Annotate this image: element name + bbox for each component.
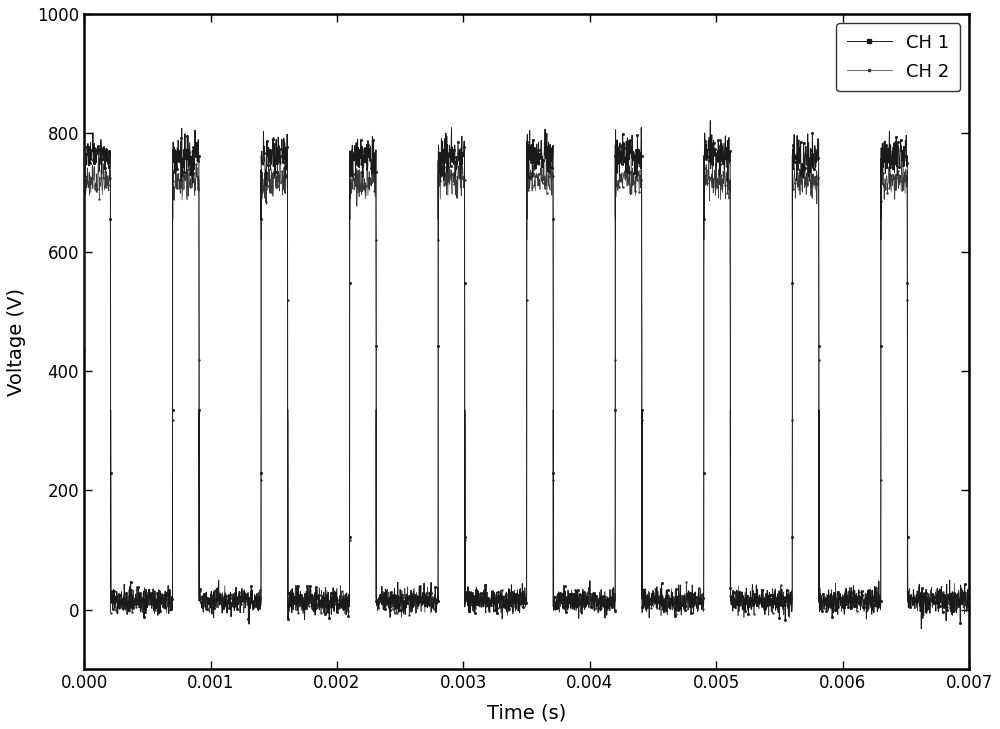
CH 1 — [266, 145, 278, 154]
Y-axis label: Voltage (V): Voltage (V) — [7, 287, 26, 396]
CH 1 — [435, 161, 447, 170]
Line: CH 1: CH 1 — [83, 120, 970, 630]
CH 1 — [915, 625, 927, 634]
CH 2 — [963, 604, 975, 612]
CH 2 — [425, 598, 437, 607]
CH 2 — [266, 190, 278, 198]
CH 1 — [963, 588, 975, 596]
CH 1 — [78, 148, 90, 157]
CH 2 — [78, 169, 90, 178]
Line: CH 2: CH 2 — [84, 152, 970, 618]
CH 1 — [857, 595, 869, 604]
CH 1 — [425, 593, 437, 601]
CH 1 — [704, 116, 716, 125]
CH 1 — [339, 606, 351, 615]
CH 2 — [536, 148, 548, 157]
X-axis label: Time (s): Time (s) — [487, 703, 566, 722]
CH 1 — [883, 150, 895, 159]
CH 2 — [857, 590, 869, 599]
CH 2 — [738, 613, 750, 622]
Legend: CH 1, CH 2: CH 1, CH 2 — [836, 23, 960, 91]
CH 2 — [883, 168, 895, 176]
CH 2 — [339, 593, 351, 601]
CH 2 — [435, 170, 447, 179]
